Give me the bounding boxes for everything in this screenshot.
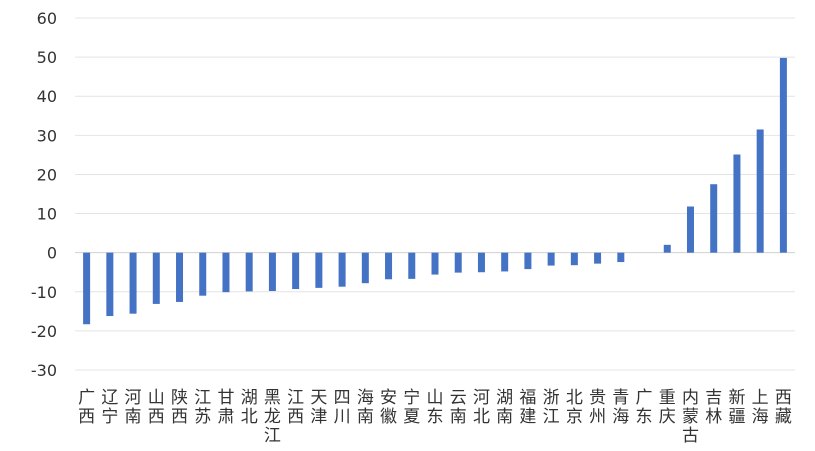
- bar: [83, 252, 91, 325]
- x-tick-label: 黑龙江: [264, 388, 281, 446]
- x-tick-label: 新疆: [728, 388, 745, 427]
- bar: [106, 252, 114, 317]
- bar: [594, 252, 602, 264]
- y-tick-label: 60: [37, 9, 57, 28]
- x-tick-label: 福建: [519, 388, 536, 427]
- bar: [222, 252, 230, 293]
- x-tick-label: 四川: [334, 388, 351, 427]
- x-tick-label: 河南: [125, 388, 142, 427]
- bar: [756, 129, 764, 253]
- bar: [199, 252, 207, 296]
- y-tick-label: 30: [37, 126, 57, 145]
- y-tick-label: 0: [47, 244, 57, 263]
- bar: [176, 252, 184, 302]
- x-tick-label: 上海: [752, 388, 769, 427]
- bar: [431, 252, 439, 275]
- x-tick-label: 辽宁: [101, 388, 118, 427]
- bar: [385, 252, 393, 280]
- bar: [129, 252, 137, 314]
- bar: [617, 252, 625, 263]
- y-tick-label: 10: [37, 205, 57, 224]
- x-tick-label: 江苏: [194, 388, 211, 427]
- bar: [733, 154, 741, 253]
- y-tick-label: 20: [37, 165, 57, 184]
- x-tick-label: 天津: [310, 388, 327, 427]
- bar: [152, 252, 160, 304]
- x-tick-label: 湖北: [241, 388, 258, 427]
- x-tick-label: 江西: [287, 388, 304, 427]
- bar: [501, 252, 509, 272]
- bar: [268, 252, 276, 291]
- bar: [315, 252, 323, 288]
- x-tick-label: 浙江: [543, 388, 560, 427]
- x-tick-label: 西藏: [775, 388, 792, 427]
- x-tick-label: 山西: [148, 388, 165, 427]
- y-tick-label: -30: [31, 361, 57, 380]
- bar: [570, 252, 578, 266]
- y-tick-label: -20: [31, 322, 57, 341]
- x-tick-label: 青海: [612, 388, 629, 427]
- bar: [477, 252, 485, 273]
- x-tick-label: 广西: [78, 388, 95, 427]
- bar: [361, 252, 369, 284]
- x-tick-label: 北京: [566, 388, 583, 427]
- bar: [710, 184, 718, 253]
- gridlines: [75, 17, 795, 371]
- y-axis-ticks: 60 50 40 30 20 10 0 -10 -20 -30: [31, 9, 57, 380]
- x-tick-label: 广东: [636, 388, 653, 427]
- x-tick-label: 湖南: [496, 388, 513, 427]
- bar: [779, 57, 787, 253]
- y-tick-label: 50: [37, 48, 57, 67]
- x-tick-label: 陕西: [171, 388, 188, 427]
- x-tick-label: 海南: [357, 388, 374, 427]
- bar: [686, 206, 694, 253]
- bar: [338, 252, 346, 287]
- x-tick-label: 山东: [427, 388, 444, 427]
- x-tick-label: 内蒙古: [682, 388, 699, 446]
- bar: [454, 252, 462, 273]
- bars: [83, 57, 787, 325]
- x-tick-label: 云南: [450, 388, 467, 427]
- x-axis-labels: 广西辽宁河南山西陕西江苏甘肃湖北黑龙江江西天津四川海南安徽宁夏山东云南河北湖南福…: [78, 388, 792, 446]
- x-tick-label: 河北: [473, 388, 490, 427]
- x-tick-label: 重庆: [659, 388, 676, 427]
- x-tick-label: 安徽: [380, 388, 397, 427]
- bar: [524, 252, 532, 270]
- y-tick-label: 40: [37, 87, 57, 106]
- bar: [663, 244, 671, 253]
- y-tick-label: -10: [31, 283, 57, 302]
- x-tick-label: 甘肃: [217, 388, 234, 427]
- bar: [245, 252, 253, 292]
- x-tick-label: 吉林: [705, 388, 722, 427]
- x-tick-label: 贵州: [589, 388, 606, 427]
- bar: [292, 252, 300, 290]
- bar: [547, 252, 555, 266]
- x-tick-label: 宁夏: [403, 388, 420, 427]
- bar: [408, 252, 416, 279]
